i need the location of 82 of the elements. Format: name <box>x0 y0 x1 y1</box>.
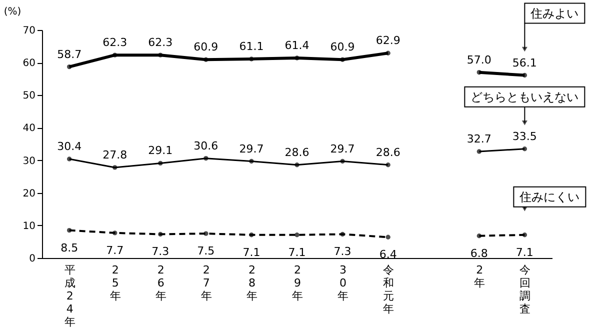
point <box>386 234 390 240</box>
x-tick-label: 30年 <box>338 264 349 302</box>
data-label: 60.9 <box>194 40 218 54</box>
data-label: 7.7 <box>106 244 124 257</box>
data-label: 56.1 <box>512 56 537 70</box>
x-tick-label: 27年 <box>200 264 212 302</box>
point <box>66 156 72 162</box>
y-tick-label: 60 <box>22 58 36 70</box>
point <box>249 232 254 238</box>
point <box>294 232 300 238</box>
x-tick-label: 2年 <box>474 264 486 290</box>
data-label: 6.8 <box>470 246 488 260</box>
data-label: 62.3 <box>148 36 173 50</box>
point <box>386 50 390 56</box>
data-label: 28.6 <box>284 146 310 159</box>
data-label: 8.5 <box>60 241 78 254</box>
point <box>158 232 163 237</box>
point <box>340 158 345 164</box>
data-label: 60.9 <box>330 40 355 54</box>
point <box>249 56 254 62</box>
point <box>522 232 528 238</box>
data-label: 32.7 <box>466 132 492 146</box>
data-label: 30.6 <box>194 139 218 152</box>
point <box>522 72 528 78</box>
data-label: 7.3 <box>334 245 352 258</box>
y-axis-title: (%) <box>4 6 22 18</box>
x-tick-label: 令和元年 <box>383 264 394 316</box>
point <box>204 57 208 62</box>
data-label: 57.0 <box>466 53 492 66</box>
data-label: 33.5 <box>512 130 537 143</box>
point <box>204 156 208 161</box>
x-tick-label: 29年 <box>292 264 303 302</box>
point <box>294 162 300 168</box>
text: どちらともいえない <box>470 90 579 104</box>
x-tick-label: 26年 <box>155 264 166 302</box>
y-tick-label: 50 <box>22 90 36 102</box>
y-tick-label: 70 <box>22 26 36 36</box>
data-label: 7.5 <box>197 244 215 258</box>
point <box>249 158 254 164</box>
point <box>158 52 163 58</box>
data-label: 61.1 <box>239 40 264 53</box>
data-label: 58.7 <box>57 48 82 61</box>
text: 住みよい <box>530 6 579 20</box>
x-tick-label: 平成24年 <box>64 264 76 328</box>
data-label: 7.1 <box>288 246 306 259</box>
y-tick-label: 10 <box>22 220 36 232</box>
y-tick-label: 40 <box>22 123 36 134</box>
point <box>294 56 300 60</box>
point <box>386 162 390 168</box>
point <box>66 228 72 233</box>
point <box>204 231 208 236</box>
point <box>340 232 345 237</box>
x-tick-label: 今回調査 <box>520 264 531 316</box>
data-label: 7.1 <box>242 246 260 259</box>
y-tick-label: 30 <box>22 156 36 167</box>
data-label: 29.7 <box>330 142 355 156</box>
point <box>112 52 118 58</box>
data-label: 30.4 <box>57 140 82 153</box>
point <box>476 70 482 75</box>
data-label: 62.3 <box>102 36 128 50</box>
y-tick-label: 0 <box>29 254 36 264</box>
point <box>158 160 163 166</box>
data-label: 6.4 <box>379 248 397 262</box>
point <box>66 64 72 70</box>
x-tick-label: 25年 <box>110 264 121 302</box>
data-label: 27.8 <box>102 148 128 162</box>
point <box>340 57 345 62</box>
data-label: 7.3 <box>152 245 170 258</box>
text: 住みにくい <box>518 190 580 204</box>
data-label: 29.7 <box>239 142 264 156</box>
point <box>476 149 482 154</box>
data-label: 7.1 <box>516 246 534 259</box>
point <box>112 230 118 236</box>
data-label: 29.1 <box>148 144 173 158</box>
point <box>476 234 482 238</box>
y-tick-label: 20 <box>22 188 36 200</box>
point <box>522 146 528 152</box>
data-label: 28.6 <box>376 146 400 159</box>
x-tick-label: 28年 <box>246 264 258 302</box>
data-label: 61.4 <box>284 39 310 52</box>
point <box>112 165 118 170</box>
data-label: 62.9 <box>376 34 400 48</box>
